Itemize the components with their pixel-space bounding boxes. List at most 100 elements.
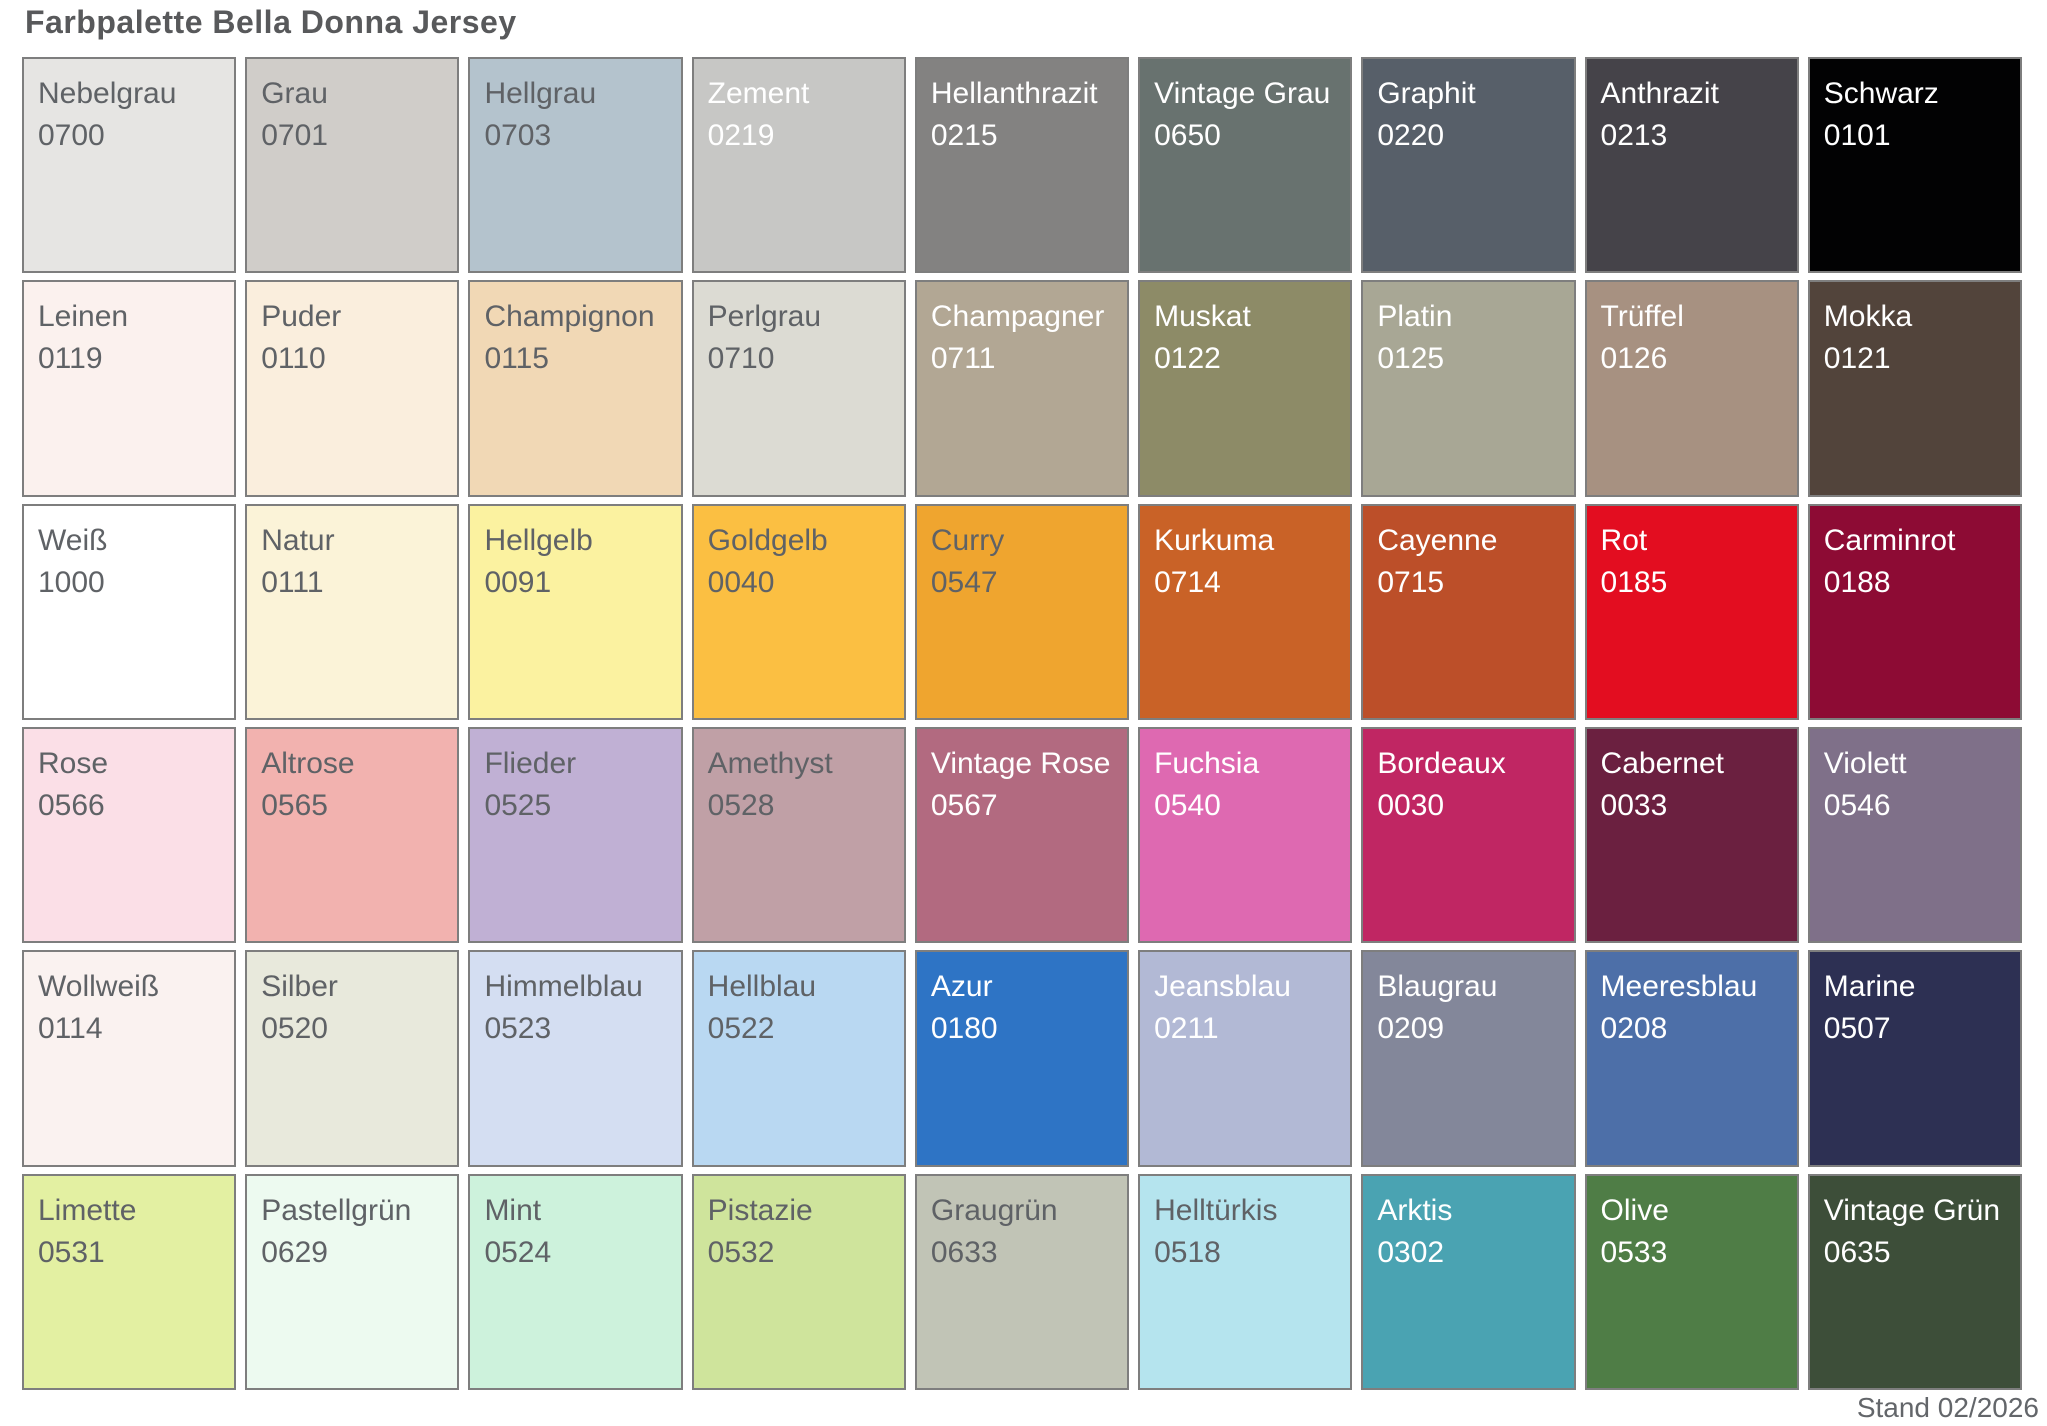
color-name-label: Helltürkis (1154, 1193, 1278, 1227)
color-code-label: 0208 (1600, 1012, 1668, 1046)
color-name-label: Azur (930, 970, 993, 1004)
color-swatch: Goldgelb 0040 (691, 503, 906, 720)
color-code-label: 0302 (1377, 1235, 1445, 1269)
color-swatch: Cayenne 0715 (1361, 503, 1576, 720)
color-code-label: 0111 (261, 565, 324, 599)
color-swatch: Altrose 0565 (245, 726, 460, 944)
color-name-label: Violett (1823, 746, 1907, 780)
color-code-label: 0714 (1154, 565, 1221, 599)
color-code-label: 0524 (484, 1235, 552, 1269)
color-name-label: Cabernet (1600, 746, 1724, 780)
color-swatch: Cabernet 0033 (1584, 726, 1799, 944)
color-name-label: Goldgelb (707, 523, 828, 557)
color-swatch: Hellgelb 0091 (468, 503, 683, 720)
page-title: Farbpalette Bella Donna Jersey (25, 4, 517, 40)
color-swatch: Graugrün 0633 (914, 1173, 1130, 1390)
color-swatch: Bordeaux 0030 (1361, 726, 1576, 944)
color-swatch: Himmelblau 0523 (468, 950, 683, 1167)
color-swatch: Helltürkis 0518 (1138, 1173, 1353, 1390)
color-name-label: Marine (1823, 970, 1916, 1004)
color-code-label: 0633 (930, 1235, 998, 1269)
color-name-label: Bordeaux (1377, 746, 1506, 780)
color-code-label: 0531 (38, 1235, 105, 1269)
color-code-label: 0180 (930, 1012, 998, 1046)
color-name-label: Jeansblau (1154, 970, 1291, 1004)
color-name-label: Anthrazit (1600, 77, 1719, 110)
color-swatch: Pastellgrün 0629 (245, 1173, 460, 1390)
color-code-label: 0115 (484, 342, 549, 376)
color-code-label: 0700 (38, 119, 105, 152)
color-name-label: Kurkuma (1154, 523, 1275, 557)
color-name-label: Hellanthrazit (930, 77, 1098, 110)
color-swatch: Jeansblau 0211 (1138, 950, 1353, 1167)
color-swatch: Vintage Grau 0650 (1138, 57, 1353, 274)
color-code-label: 0547 (930, 565, 998, 599)
color-swatch: Pistazie 0532 (691, 1173, 906, 1390)
color-name-label: Pastellgrün (261, 1193, 412, 1227)
color-swatch: Wollweiß 0114 (22, 950, 237, 1167)
color-name-label: Limette (38, 1193, 137, 1227)
color-name-label: Hellgelb (484, 523, 593, 557)
color-code-label: 0566 (38, 788, 105, 822)
color-code-label: 0518 (1154, 1235, 1221, 1269)
color-code-label: 0711 (930, 342, 996, 376)
color-code-label: 0219 (707, 119, 775, 152)
color-code-label: 0523 (484, 1012, 552, 1046)
color-code-label: 0565 (261, 788, 328, 822)
color-swatch: Arktis 0302 (1361, 1173, 1576, 1390)
color-name-label: Platin (1377, 300, 1453, 334)
color-swatch: Muskat 0122 (1138, 280, 1353, 497)
color-swatch: Nebelgrau 0700 (22, 57, 237, 274)
color-name-label: Natur (261, 523, 335, 557)
color-name-label: Graugrün (930, 1193, 1058, 1227)
color-name-label: Weiß (38, 523, 108, 557)
color-swatch: Anthrazit 0213 (1584, 57, 1799, 274)
color-swatch: Limette 0531 (22, 1173, 237, 1390)
color-code-label: 0650 (1154, 119, 1221, 152)
color-name-label: Leinen (38, 300, 129, 334)
color-swatch: Silber 0520 (245, 950, 460, 1167)
color-swatch: Schwarz 0101 (1807, 57, 2022, 274)
color-code-label: 0213 (1600, 119, 1668, 152)
color-code-label: 0188 (1823, 565, 1891, 599)
color-swatch: Mint 0524 (468, 1173, 683, 1390)
color-name-label: Hellgrau (484, 77, 597, 110)
color-name-label: Amethyst (707, 746, 833, 780)
color-name-label: Silber (261, 970, 338, 1004)
color-name-label: Curry (930, 523, 1005, 557)
color-name-label: Cayenne (1377, 523, 1498, 557)
color-name-label: Muskat (1154, 300, 1251, 334)
color-code-label: 0520 (261, 1012, 328, 1046)
color-code-label: 0211 (1154, 1012, 1219, 1046)
color-name-label: Puder (261, 300, 342, 334)
color-code-label: 0101 (1823, 119, 1891, 152)
color-name-label: Mint (484, 1193, 542, 1227)
color-swatch: Grau 0701 (245, 57, 460, 274)
color-name-label: Vintage Grau (1154, 77, 1331, 110)
color-swatch: Rot 0185 (1584, 503, 1799, 720)
color-swatch: Meeresblau 0208 (1584, 950, 1799, 1167)
color-swatch: Leinen 0119 (22, 280, 237, 497)
color-swatch: Carminrot 0188 (1807, 503, 2022, 720)
color-swatch: Amethyst 0528 (691, 726, 906, 944)
color-swatch: Vintage Grün 0635 (1807, 1173, 2022, 1390)
color-swatch: Flieder 0525 (468, 726, 683, 944)
color-code-label: 0715 (1377, 565, 1445, 599)
color-code-label: 0701 (261, 119, 328, 152)
color-swatch: Azur 0180 (914, 950, 1130, 1167)
color-swatch: Marine 0507 (1807, 950, 2022, 1167)
color-code-label: 0091 (484, 565, 552, 599)
color-name-label: Rose (38, 746, 109, 780)
color-swatch: Curry 0547 (914, 503, 1130, 720)
color-name-label: Mokka (1823, 300, 1913, 334)
color-name-label: Altrose (261, 746, 355, 780)
color-swatch: Rose 0566 (22, 726, 237, 944)
color-swatch: Hellgrau 0703 (468, 57, 683, 274)
color-swatch: Puder 0110 (245, 280, 460, 497)
color-swatch: Graphit 0220 (1361, 57, 1576, 274)
color-code-label: 0110 (261, 342, 326, 376)
color-code-label: 0114 (38, 1012, 103, 1046)
color-code-label: 0215 (930, 119, 998, 152)
color-code-label: 0546 (1823, 788, 1891, 822)
